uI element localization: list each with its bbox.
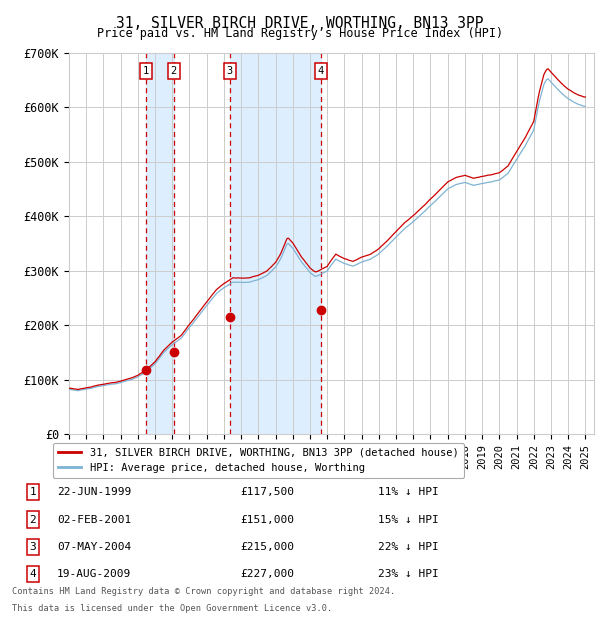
Text: Contains HM Land Registry data © Crown copyright and database right 2024.: Contains HM Land Registry data © Crown c… [12,587,395,596]
Text: 23% ↓ HPI: 23% ↓ HPI [378,569,439,579]
Legend: 31, SILVER BIRCH DRIVE, WORTHING, BN13 3PP (detached house), HPI: Average price,: 31, SILVER BIRCH DRIVE, WORTHING, BN13 3… [53,443,464,478]
Text: 02-FEB-2001: 02-FEB-2001 [57,515,131,525]
Text: 3: 3 [29,542,37,552]
Text: 22% ↓ HPI: 22% ↓ HPI [378,542,439,552]
Text: 07-MAY-2004: 07-MAY-2004 [57,542,131,552]
Text: 3: 3 [227,66,233,76]
Bar [146,53,174,434]
Text: 1: 1 [29,487,37,497]
Text: 15% ↓ HPI: 15% ↓ HPI [378,515,439,525]
Text: £215,000: £215,000 [240,542,294,552]
Text: 2: 2 [29,515,37,525]
Text: £151,000: £151,000 [240,515,294,525]
Text: £227,000: £227,000 [240,569,294,579]
Text: 22-JUN-1999: 22-JUN-1999 [57,487,131,497]
Text: 1: 1 [143,66,149,76]
Text: 4: 4 [29,569,37,579]
Text: 2: 2 [171,66,177,76]
Text: 19-AUG-2009: 19-AUG-2009 [57,569,131,579]
Text: This data is licensed under the Open Government Licence v3.0.: This data is licensed under the Open Gov… [12,603,332,613]
Bar [230,53,321,434]
Text: 31, SILVER BIRCH DRIVE, WORTHING, BN13 3PP: 31, SILVER BIRCH DRIVE, WORTHING, BN13 3… [116,16,484,30]
Text: £117,500: £117,500 [240,487,294,497]
Text: Price paid vs. HM Land Registry’s House Price Index (HPI): Price paid vs. HM Land Registry’s House … [97,27,503,40]
Text: 11% ↓ HPI: 11% ↓ HPI [378,487,439,497]
Text: 4: 4 [318,66,324,76]
